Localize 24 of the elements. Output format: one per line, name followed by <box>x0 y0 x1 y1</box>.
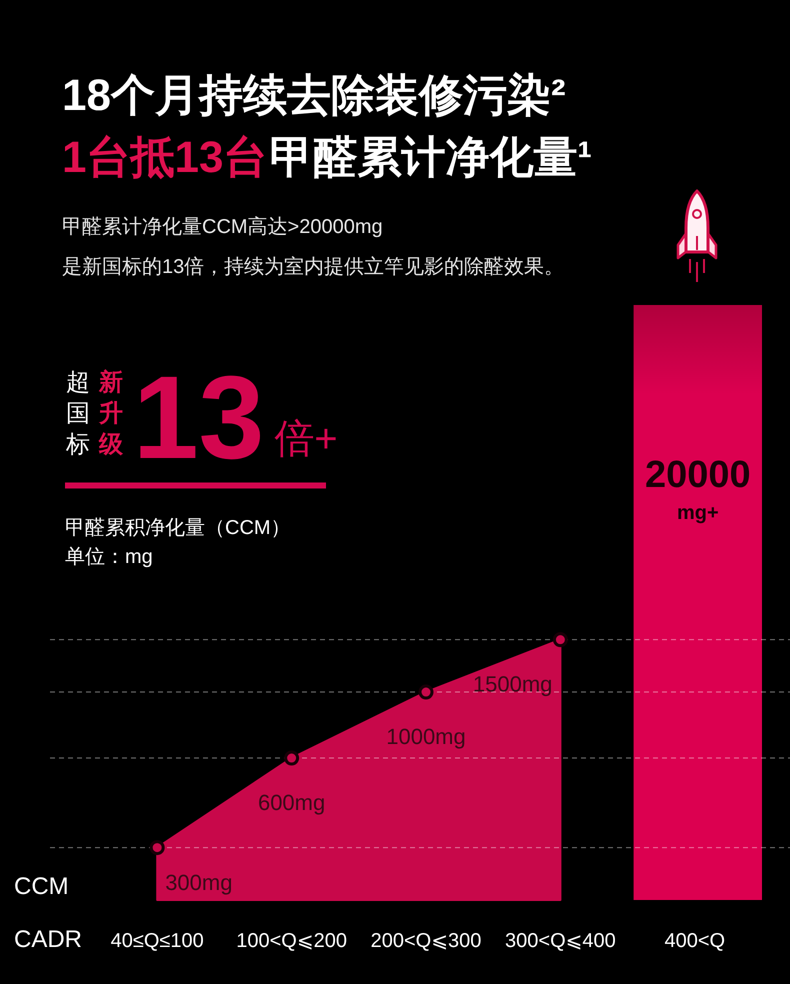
annotation: 新升级 <box>98 369 124 458</box>
y-axis-title: CCM <box>14 873 69 900</box>
data-label: 600mg <box>258 790 326 816</box>
x-tick-label: 300<Q⩽400 <box>505 930 616 952</box>
point <box>552 632 568 648</box>
point <box>284 750 300 766</box>
x-axis-title: CADR <box>14 926 82 953</box>
chart-subtitle: 甲醛累计净化量CCM高达>20000mg 是新国标的13倍，持续为室内提供立竿见影的除醛效果。 <box>62 215 564 278</box>
chart-title: 18个月持续去除装修污染² <box>62 71 566 120</box>
data-label: 20000 mg+ <box>644 454 751 524</box>
data-label: 1500mg <box>472 672 552 697</box>
text: 甲醛累计净化量¹ <box>269 133 592 182</box>
annotation: 超国标 <box>65 369 90 458</box>
x-tick-label: 400<Q <box>664 930 726 952</box>
point <box>150 840 165 856</box>
x-tick-label: 40≤Q≤100 <box>110 930 204 952</box>
data-label: 1000mg <box>386 724 466 750</box>
data-label: 300mg <box>165 870 232 895</box>
point <box>418 684 434 700</box>
x-tick-label: 200<Q⩽300 <box>370 930 482 952</box>
text: 1台抵13台 <box>62 133 268 182</box>
annotation: 甲醛累积净化量（CCM） <box>65 517 291 539</box>
x-tick-label: 100<Q⩽200 <box>236 930 347 952</box>
annotation: 单位：mg <box>65 546 153 568</box>
